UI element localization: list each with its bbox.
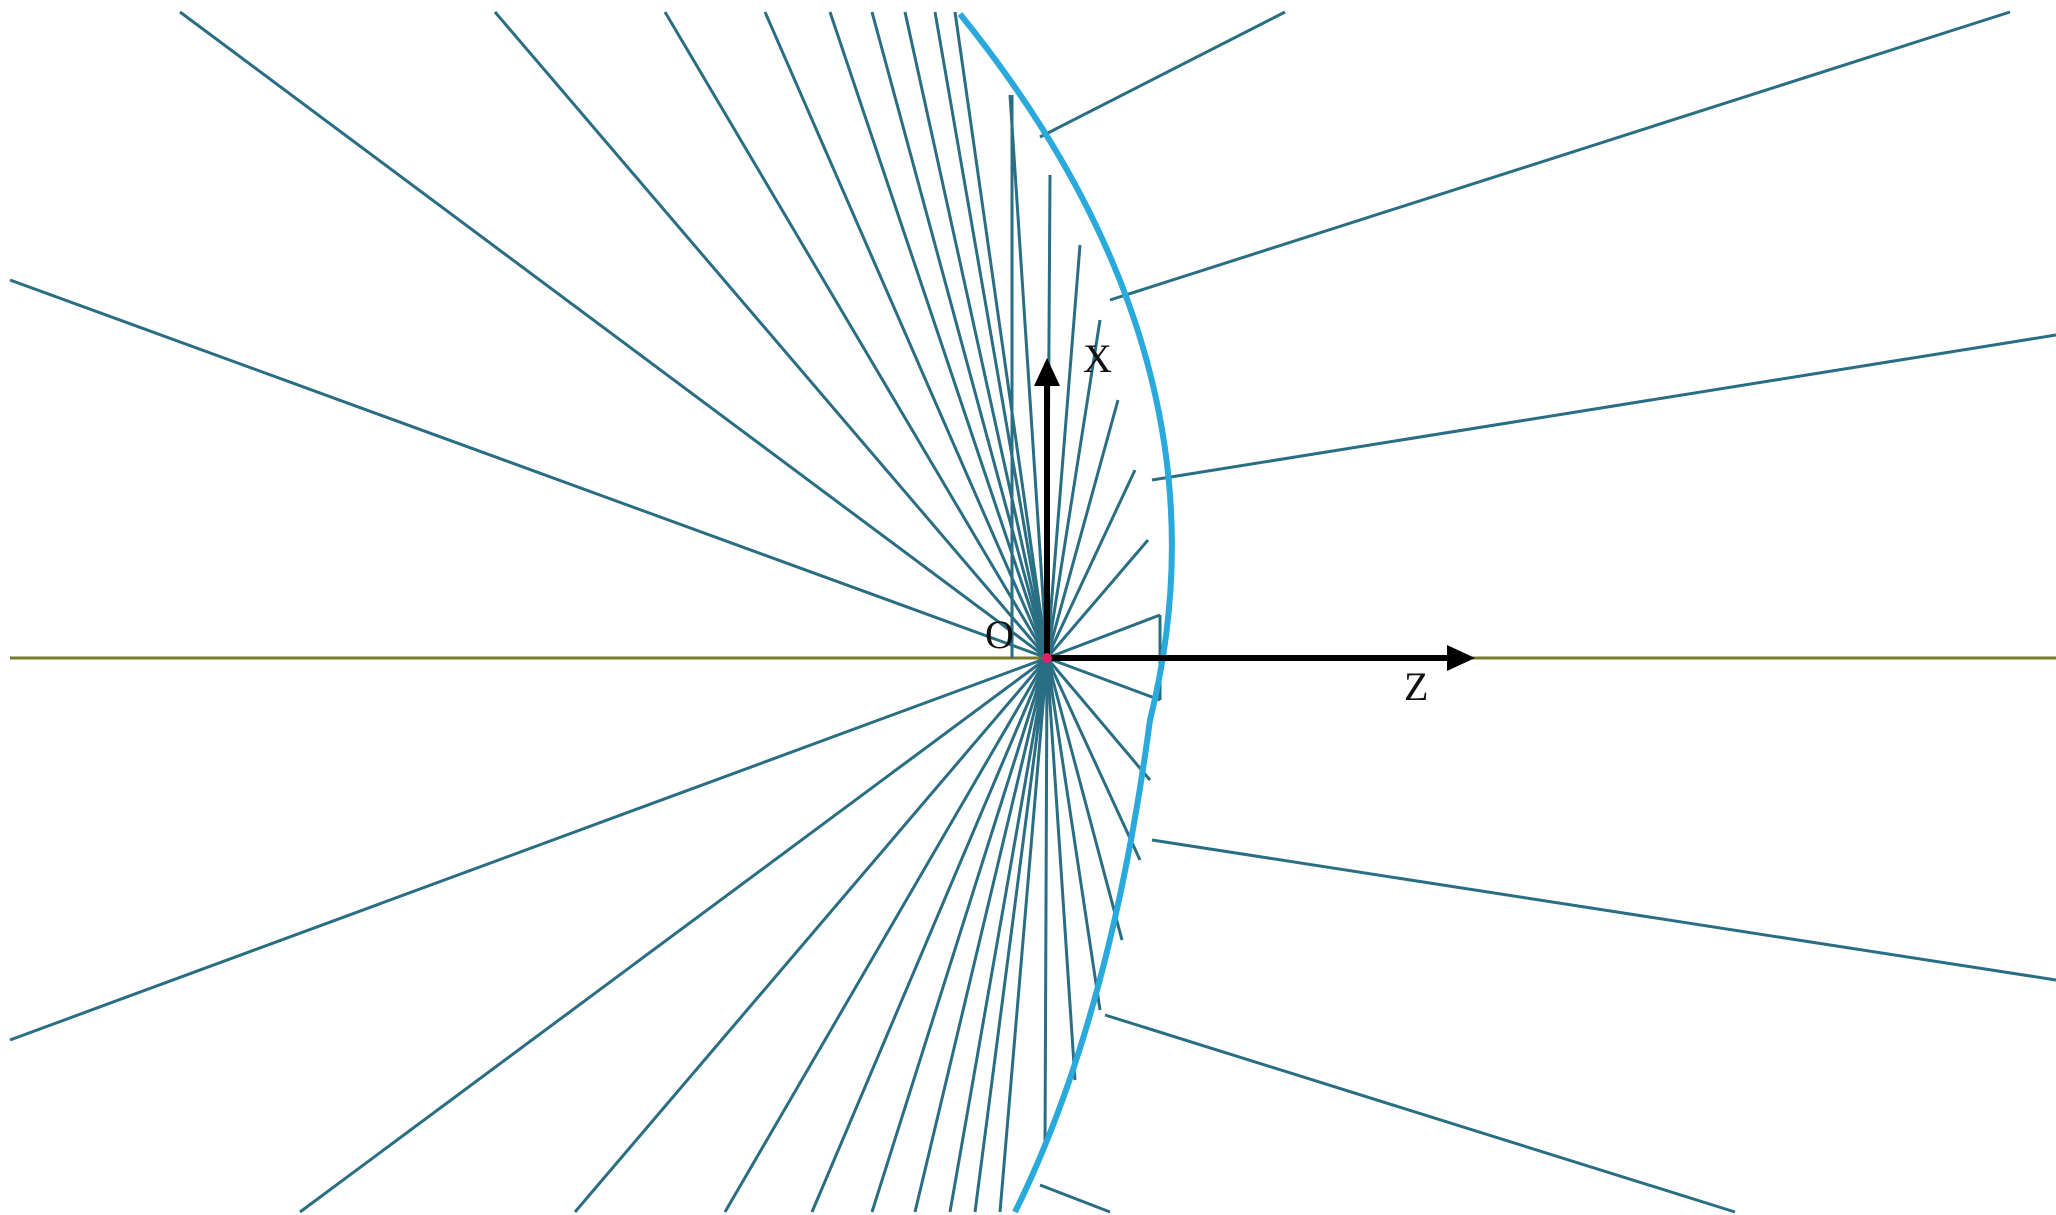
ray-lower-left [810,657,1049,1213]
ray-inner-lower [1045,657,1124,941]
origin-marker [1042,653,1052,663]
ray-upper-left [870,11,1049,659]
ray-inner-upper [1045,244,1082,659]
z-axis-label: Z [1404,664,1428,709]
x-axis-arrowhead [1034,358,1060,386]
ray-refracted [1104,1013,1736,1214]
ray-inner-upper [1046,613,1161,660]
ray-upper-left [763,11,1049,659]
ray-lower-left [573,657,1049,1213]
ray-inner-upper [1045,399,1120,659]
ray-inner-lower [1045,657,1102,1011]
ray-refracted [1039,1183,1111,1214]
ray-refracted [1039,10,1286,139]
ray-inner-upper [1045,319,1102,659]
ray-inner-lower [1045,657,1142,861]
ray-lower-left [723,657,1049,1213]
ray-upper-left [903,11,1049,659]
ray-refracted [1151,838,2056,982]
ray-group [9,10,2056,1214]
ray-upper-left [9,278,1048,660]
ray-inner-upper [1008,94,1049,659]
ray-refracted [1109,10,2011,302]
ray-lower-left [998,657,1049,1213]
ray-lower-left [870,657,1049,1213]
ray-lower-left [299,656,1048,1214]
ray-lower-left [9,656,1048,1042]
ray-upper-left [933,11,1049,659]
x-axis-label: X [1083,336,1112,381]
lens-surface [957,12,1175,1214]
ray-lower-left [948,657,1049,1213]
ray-inner-upper [1045,539,1150,659]
ray-inner-upper [1045,469,1137,659]
ray-inner-lower [1046,656,1161,702]
ray-inner-lower [1045,657,1077,1081]
ray-inner-lower [1043,657,1049,1151]
ray-refracted [1151,333,2056,482]
ray-upper-left [179,10,1048,660]
ray-inner-lower [1045,657,1152,781]
ray-upper-left [493,11,1049,659]
origin-label: O [985,612,1014,657]
ray-upper-left [828,11,1049,659]
ray-upper-left [953,11,1049,659]
ray-lower-left [973,657,1049,1213]
ray-lower-left [913,657,1049,1213]
ray-upper-left [663,11,1049,659]
z-axis-arrowhead [1447,645,1475,671]
